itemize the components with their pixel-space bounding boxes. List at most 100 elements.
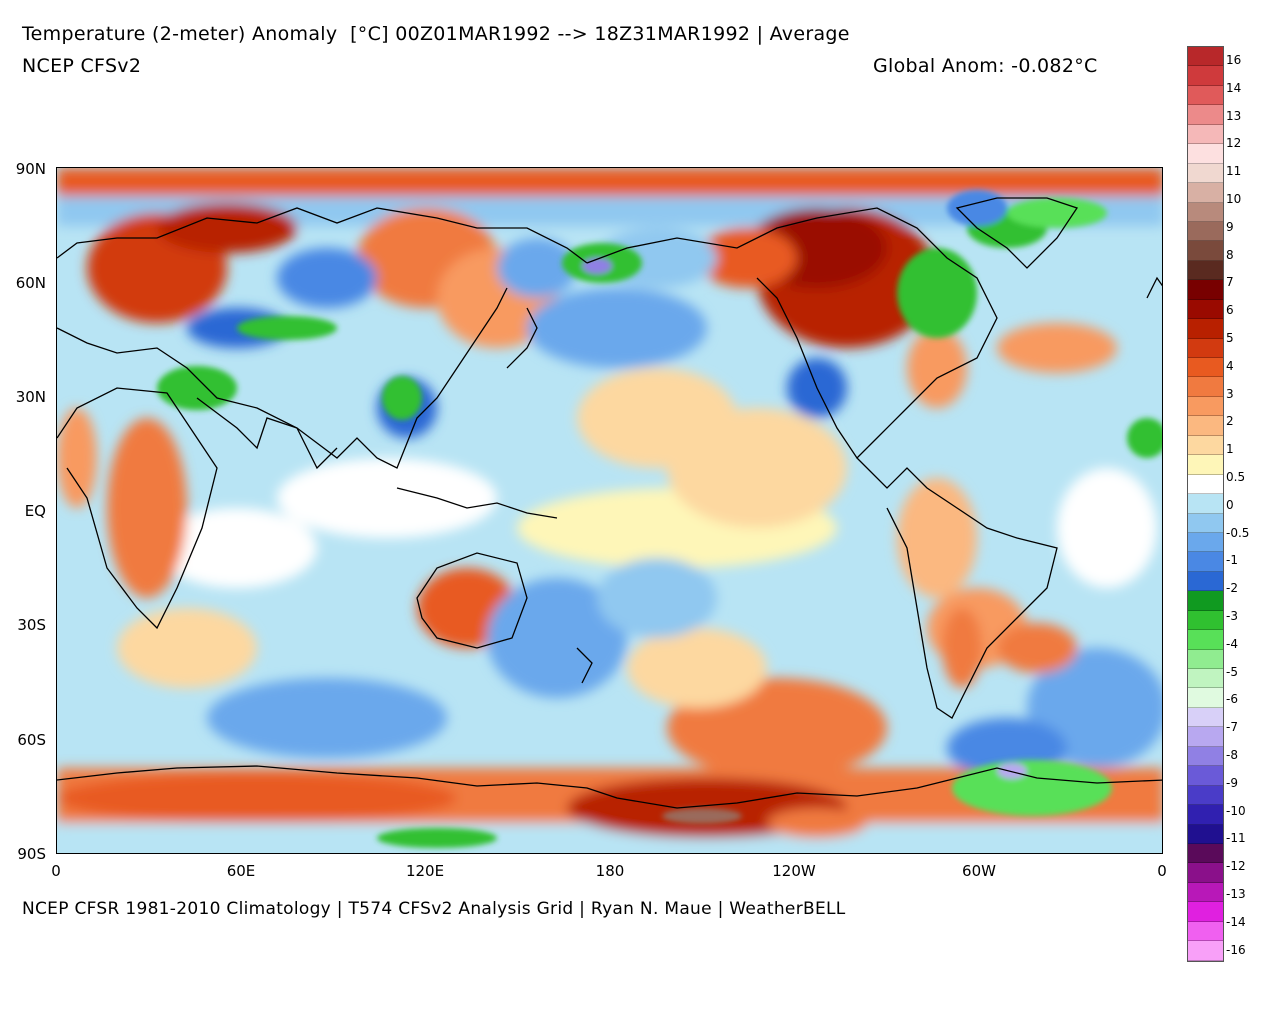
colorbar-swatch (1188, 863, 1223, 883)
lat-label-60n: 60N (15, 274, 46, 292)
anomaly-extremes (157, 190, 1162, 848)
colorbar-swatch (1188, 766, 1223, 786)
colorbar-label: -2 (1226, 581, 1238, 596)
anomaly-map-svg (57, 168, 1162, 853)
colorbar-label: 9 (1226, 219, 1234, 234)
colorbar-swatch (1188, 299, 1223, 320)
model-name: NCEP CFSv2 (22, 55, 142, 77)
colorbar-swatch (1188, 513, 1223, 533)
colorbar-label: 3 (1226, 386, 1234, 401)
colorbar-label: 7 (1226, 275, 1234, 290)
colorbar-swatch (1188, 338, 1223, 358)
lon-label-0-east: 0 (1157, 862, 1167, 880)
colorbar-label: -9 (1226, 775, 1238, 790)
colorbar-label: -13 (1226, 887, 1246, 901)
colorbar-swatch (1188, 377, 1223, 397)
colorbar-swatch (1188, 494, 1223, 514)
colorbar-swatch (1188, 610, 1223, 631)
colorbar-label: 2 (1226, 414, 1234, 429)
lat-label-90s: 90S (17, 845, 46, 863)
colorbar-label: -12 (1226, 859, 1246, 874)
lon-label-60e: 60E (226, 862, 256, 880)
colorbar-swatch (1188, 669, 1223, 689)
colorbar-label: -1 (1226, 553, 1238, 568)
colorbar-label: -3 (1226, 609, 1238, 623)
colorbar-swatch (1188, 785, 1223, 806)
lat-label-30n: 30N (15, 388, 46, 406)
colorbar-swatch (1188, 941, 1223, 961)
colorbar-swatch (1188, 727, 1223, 747)
colorbar-swatch (1188, 163, 1223, 184)
colorbar-label: 0.5 (1226, 470, 1246, 484)
colorbar-label: 6 (1226, 303, 1234, 318)
colorbar-swatch (1188, 85, 1223, 106)
colorbar-label: -10 (1226, 803, 1246, 818)
colorbar-swatch (1188, 435, 1223, 456)
colorbar-label: 12 (1226, 136, 1242, 151)
colorbar-label: 5 (1226, 331, 1234, 345)
colorbar-swatch (1188, 183, 1223, 203)
colorbar-swatch (1188, 455, 1223, 475)
global-anomaly: Global Anom: -0.082°C (873, 55, 1098, 77)
lat-label-60s: 60S (17, 731, 46, 749)
colorbar-label: 1 (1226, 442, 1234, 457)
anomaly-map (56, 167, 1163, 854)
colorbar-swatch (1188, 630, 1223, 650)
colorbar-label: 11 (1226, 164, 1242, 179)
colorbar-swatch (1188, 707, 1223, 728)
colorbar-label: -16 (1226, 942, 1246, 957)
colorbar-swatch (1188, 396, 1223, 417)
lat-label-30s: 30S (17, 616, 46, 634)
lon-label-180: 180 (595, 862, 625, 880)
lon-label-120w: 120W (772, 862, 816, 880)
lon-label-0: 0 (51, 862, 61, 880)
colorbar-label: 10 (1226, 192, 1242, 206)
colorbar-swatch (1188, 66, 1223, 86)
colorbar-swatch (1188, 260, 1223, 281)
colorbar-label: -7 (1226, 720, 1238, 735)
colorbar-swatch (1188, 649, 1223, 669)
colorbar-label: -6 (1226, 692, 1238, 707)
colorbar-label: -5 (1226, 664, 1238, 679)
colorbar-swatch (1188, 358, 1223, 378)
colorbar-swatch (1188, 591, 1223, 611)
colorbar-swatch (1188, 221, 1223, 242)
colorbar-swatch (1188, 532, 1223, 553)
colorbar-label: 14 (1226, 80, 1242, 95)
lon-label-120e: 120E (405, 862, 445, 880)
colorbar-swatch (1188, 202, 1223, 222)
colorbar-label: 13 (1226, 108, 1242, 123)
colorbar-swatch (1188, 824, 1223, 844)
colorbar-swatch (1188, 882, 1223, 903)
colorbar-swatch (1188, 746, 1223, 767)
colorbar-swatch (1188, 105, 1223, 125)
colorbar-swatch (1188, 902, 1223, 922)
colorbar-swatch (1188, 552, 1223, 572)
colorbar-swatch (1188, 571, 1223, 592)
colorbar-swatch (1188, 319, 1223, 339)
colorbar-swatch (1188, 921, 1223, 942)
colorbar-swatch (1188, 124, 1223, 145)
lat-label-90n: 90N (15, 160, 46, 178)
colorbar-label: -4 (1226, 636, 1238, 651)
colorbar-label: -14 (1226, 914, 1246, 929)
colorbar-swatch (1188, 688, 1223, 708)
colorbar-label: 4 (1226, 358, 1234, 373)
footer-credit: NCEP CFSR 1981-2010 Climatology | T574 C… (22, 899, 846, 919)
colorbar-swatch (1188, 144, 1223, 164)
colorbar-label: 16 (1226, 53, 1242, 67)
colorbar-label: -8 (1226, 748, 1238, 762)
lon-label-60w: 60W (962, 862, 996, 880)
colorbar-label: 0 (1226, 497, 1234, 512)
colorbar-swatch (1188, 416, 1223, 436)
colorbar-swatch (1188, 843, 1223, 864)
colorbar-label: -0.5 (1226, 525, 1250, 540)
colorbar-swatch (1188, 474, 1223, 495)
colorbar-swatch (1188, 280, 1223, 300)
map-title: Temperature (2-meter) Anomaly [°C] 00Z01… (22, 23, 850, 45)
colorbar-swatch (1188, 241, 1223, 261)
lat-label-eq: EQ (24, 502, 46, 520)
colorbar (1187, 46, 1224, 962)
coastlines (57, 197, 1162, 809)
colorbar-swatch (1188, 47, 1223, 67)
